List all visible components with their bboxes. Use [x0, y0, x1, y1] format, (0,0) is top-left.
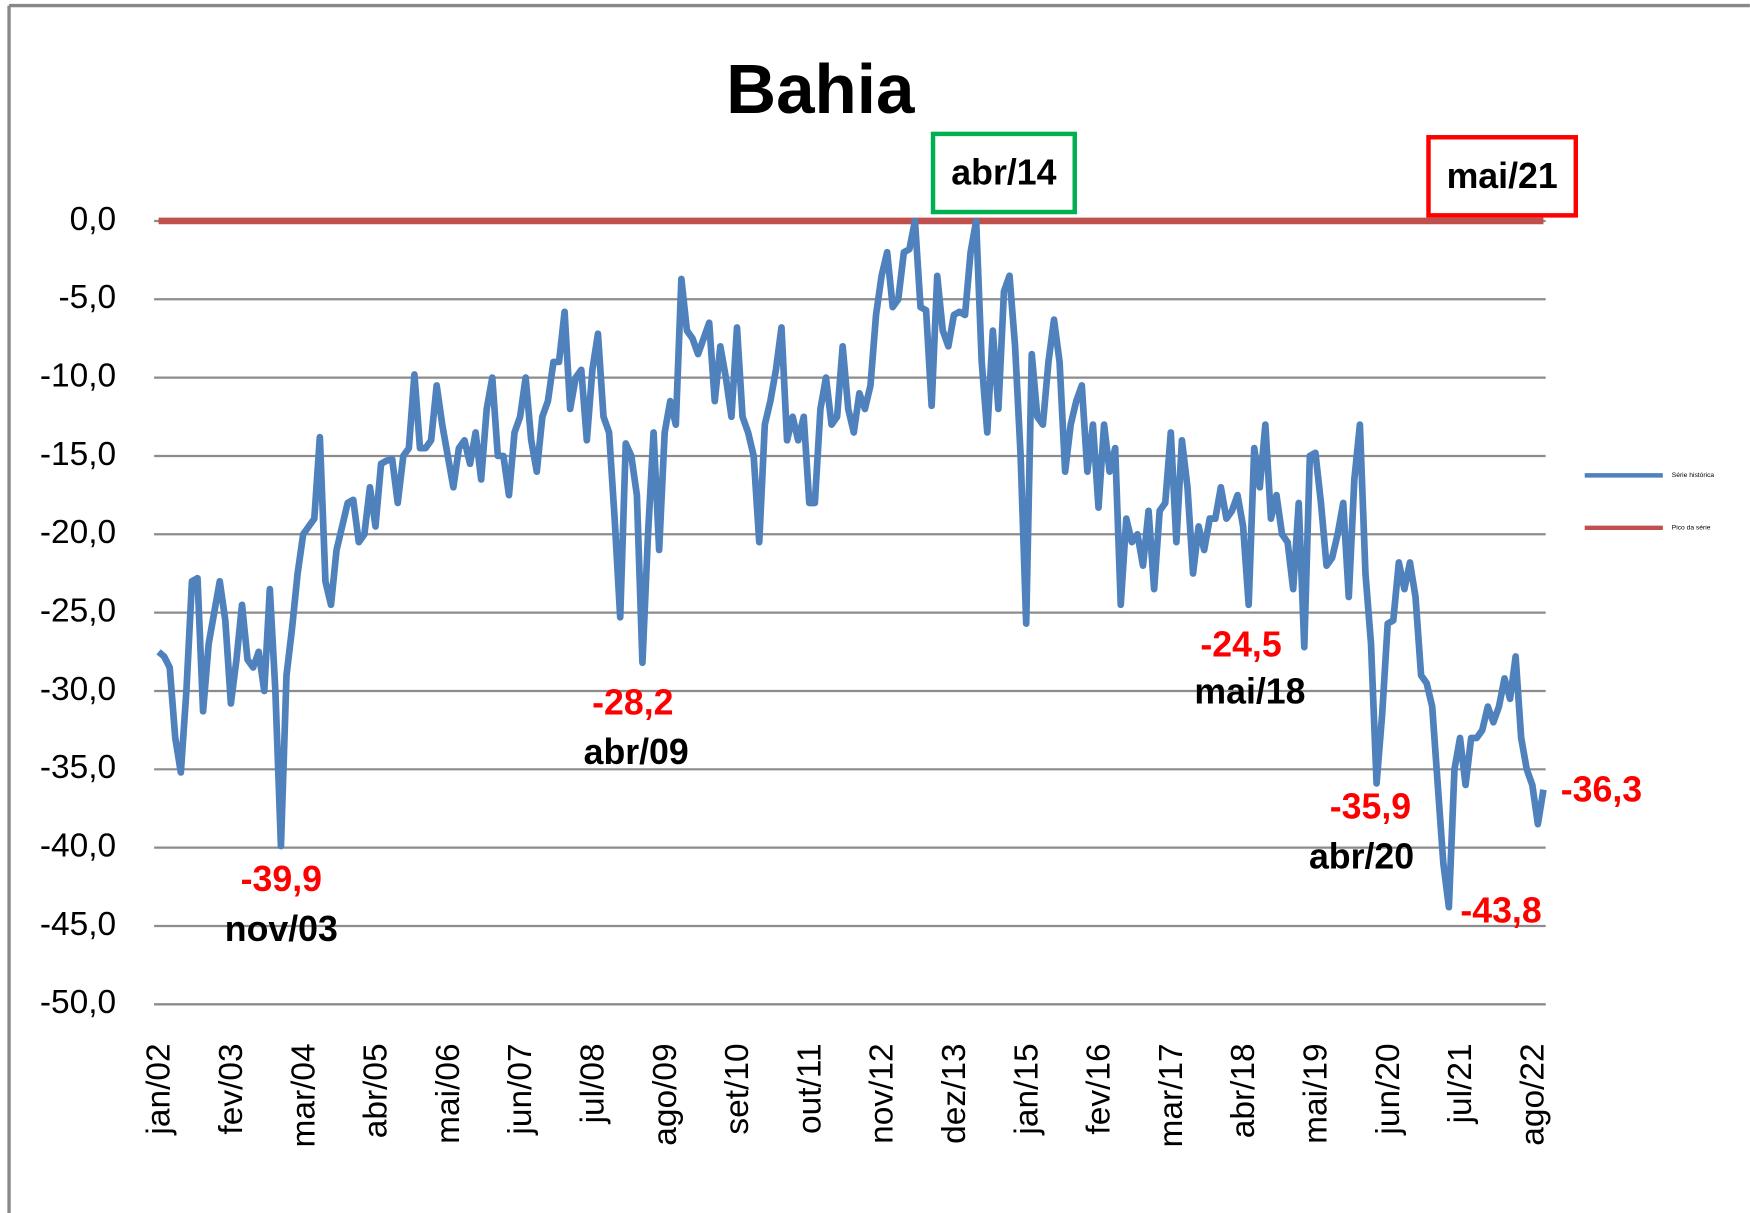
legend-label: Série histórica — [1672, 472, 1715, 479]
y-tick-label: -15,0 — [40, 436, 116, 473]
x-tick-label: mai/06 — [430, 1043, 467, 1143]
x-tick-label: jun/20 — [1370, 1043, 1407, 1135]
y-tick-label: -35,0 — [40, 749, 116, 786]
annotation-date: nov/03 — [225, 909, 338, 949]
annotation-date: abr/09 — [584, 732, 689, 772]
y-tick-label: -5,0 — [59, 279, 117, 316]
x-tick-label: nov/12 — [864, 1043, 901, 1144]
peak-box — [1426, 135, 1579, 218]
x-tick-label: fev/16 — [1081, 1043, 1118, 1134]
y-tick-label: -25,0 — [40, 592, 116, 629]
x-tick-label: ago/22 — [1514, 1043, 1551, 1145]
annotation-value: -43,8 — [1460, 890, 1541, 930]
annotation-value: -28,2 — [592, 683, 673, 723]
annotation-date: mai/18 — [1194, 672, 1305, 712]
x-tick-label: abr/18 — [1225, 1043, 1262, 1138]
y-tick-label: -20,0 — [40, 514, 116, 551]
y-tick-label: -10,0 — [40, 357, 116, 394]
x-tick-label: jan/15 — [1008, 1043, 1045, 1135]
legend-label: Pico da série — [1672, 525, 1711, 532]
y-tick-label: -30,0 — [40, 671, 116, 708]
x-tick-label: mai/19 — [1297, 1043, 1334, 1143]
data-line — [156, 217, 1547, 911]
x-tick-label: set/10 — [719, 1043, 756, 1134]
peak-box — [930, 131, 1077, 215]
annotation-value: -36,3 — [1561, 770, 1642, 810]
x-tick-label: jan/02 — [141, 1043, 178, 1135]
annotation-value: -39,9 — [241, 859, 322, 899]
x-tick-label: mar/04 — [285, 1043, 322, 1147]
x-tick-label: mar/17 — [1153, 1043, 1190, 1147]
annotation-date: abr/20 — [1309, 837, 1414, 877]
x-tick-label: jul/08 — [574, 1043, 611, 1124]
y-tick-label: -45,0 — [40, 906, 116, 943]
annotation-value: -35,9 — [1330, 786, 1411, 826]
annotation-value: -24,5 — [1200, 625, 1281, 665]
x-tick-label: out/11 — [791, 1043, 828, 1134]
x-tick-label: jun/07 — [502, 1043, 539, 1135]
y-tick-label: -40,0 — [40, 827, 116, 864]
x-tick-label: fev/03 — [213, 1043, 250, 1134]
x-tick-label: dez/13 — [936, 1043, 973, 1144]
x-tick-label: abr/05 — [358, 1043, 395, 1138]
peak-label: abr/14 — [951, 153, 1056, 193]
peak-label: mai/21 — [1447, 156, 1558, 196]
chart-title: Bahia — [726, 50, 915, 128]
x-tick-label: ago/09 — [647, 1043, 684, 1145]
y-tick-label: -50,0 — [40, 984, 116, 1021]
x-tick-label: jul/21 — [1442, 1043, 1479, 1124]
y-tick-label: 0,0 — [70, 201, 117, 238]
